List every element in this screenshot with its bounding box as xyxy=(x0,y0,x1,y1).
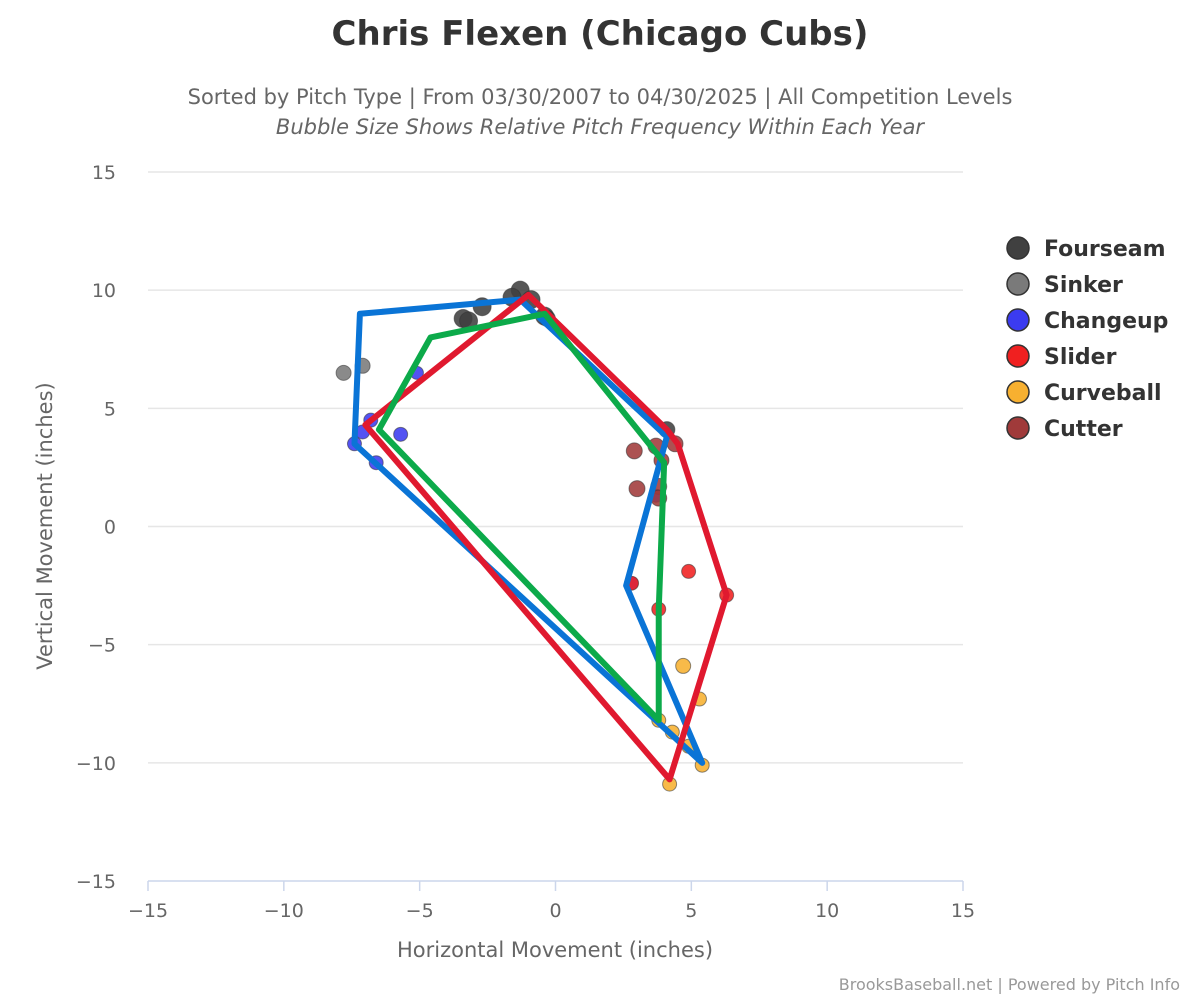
legend-marker xyxy=(1006,308,1030,332)
legend-label: Changeup xyxy=(1044,309,1168,334)
y-tick-label: 15 xyxy=(92,162,116,184)
chart-subtitle: Sorted by Pitch Type | From 03/30/2007 t… xyxy=(0,82,1200,142)
x-tick-label: 10 xyxy=(815,900,839,922)
legend-label: Fourseam xyxy=(1044,237,1166,262)
legend-item-fourseam[interactable]: Fourseam xyxy=(1006,236,1166,262)
y-tick-label: −10 xyxy=(76,753,116,775)
x-tick-label: 0 xyxy=(549,900,561,922)
pitch-outline-3 xyxy=(375,310,668,724)
legend-label: Slider xyxy=(1044,345,1117,370)
subtitle-line-2: Bubble Size Shows Relative Pitch Frequen… xyxy=(275,115,925,139)
subtitle-line-1: Sorted by Pitch Type | From 03/30/2007 t… xyxy=(187,85,1013,109)
cutter-point[interactable] xyxy=(625,442,643,460)
y-tick-label: −15 xyxy=(76,871,116,893)
x-tick-label: −5 xyxy=(406,900,434,922)
legend-marker xyxy=(1006,272,1030,296)
chart-title: Chris Flexen (Chicago Cubs) xyxy=(331,14,869,54)
x-tick-label: 15 xyxy=(951,900,975,922)
y-axis-title: Vertical Movement (inches) xyxy=(33,382,57,669)
y-tick-label: 0 xyxy=(104,517,116,539)
y-tick-label: 10 xyxy=(92,280,116,302)
legend-label: Sinker xyxy=(1044,273,1123,298)
x-axis-title: Horizontal Movement (inches) xyxy=(397,938,713,962)
x-tick-label: 5 xyxy=(685,900,697,922)
legend-item-changeup[interactable]: Changeup xyxy=(1006,308,1168,334)
tick-labels: −15 −10 −5 0 5 10 15 −15 −10 −5 0 5 10 15 xyxy=(76,162,975,922)
legend-item-sinker[interactable]: Sinker xyxy=(1006,272,1123,298)
pitch-outline-2 xyxy=(362,291,730,783)
changeup-point[interactable] xyxy=(393,426,409,442)
curveball-point[interactable] xyxy=(675,657,692,674)
cutter-point[interactable] xyxy=(628,480,646,498)
y-tick-label: 5 xyxy=(104,398,116,420)
legend-label: Curveball xyxy=(1044,381,1162,406)
legend-marker xyxy=(1006,416,1030,440)
x-tick-label: −10 xyxy=(264,900,304,922)
slider-point[interactable] xyxy=(681,563,697,579)
data-points xyxy=(335,280,735,792)
x-tick-label: −15 xyxy=(128,900,168,922)
pitch-outlines xyxy=(351,291,730,783)
legend: Fourseam Sinker Changeup Slider Curveball Cut… xyxy=(1006,236,1168,442)
legend-marker xyxy=(1006,344,1030,368)
legend-item-slider[interactable]: Slider xyxy=(1006,344,1117,370)
legend-marker xyxy=(1006,236,1030,260)
legend-label: Cutter xyxy=(1044,417,1123,442)
pitch-outline-1 xyxy=(351,296,706,766)
credits[interactable]: BrooksBaseball.net | Powered by Pitch In… xyxy=(838,975,1180,994)
grid-lines xyxy=(147,171,964,891)
legend-marker xyxy=(1006,380,1030,404)
sinker-point[interactable] xyxy=(335,364,352,381)
y-tick-label: −5 xyxy=(88,635,116,657)
legend-item-curveball[interactable]: Curveball xyxy=(1006,380,1162,406)
legend-item-cutter[interactable]: Cutter xyxy=(1006,416,1123,442)
